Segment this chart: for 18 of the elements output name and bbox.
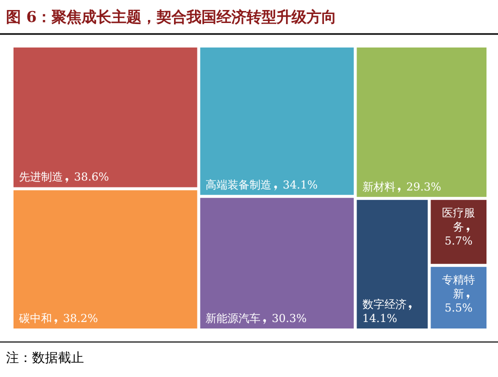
data-label: 38.6% [74, 170, 109, 184]
data-label: 30.3% [272, 312, 307, 325]
category-label: 高端装备制造 [206, 178, 272, 192]
text: 图 6：聚焦成长主题，契合我国经济转型升级方向 [6, 8, 337, 26]
category-label: 新能源汽车 [206, 312, 261, 325]
category-label: 碳中和 [18, 312, 52, 325]
data-label: 5.7% [444, 234, 473, 248]
category-label: 专精特新 [442, 273, 476, 300]
text: 注：数据截止 [6, 351, 84, 366]
data-label: 14.1% [362, 312, 398, 325]
data-label: 34.1% [282, 178, 318, 192]
data-label: 5.5% [444, 301, 473, 314]
category-label: 新材料 [362, 180, 396, 194]
data-label: 29.3% [406, 180, 442, 194]
category-label: 数字经济 [362, 298, 406, 311]
category-label: 医疗服务 [442, 206, 476, 234]
data-label: 38.2% [63, 312, 98, 325]
category-label: 先进制造 [19, 170, 63, 184]
